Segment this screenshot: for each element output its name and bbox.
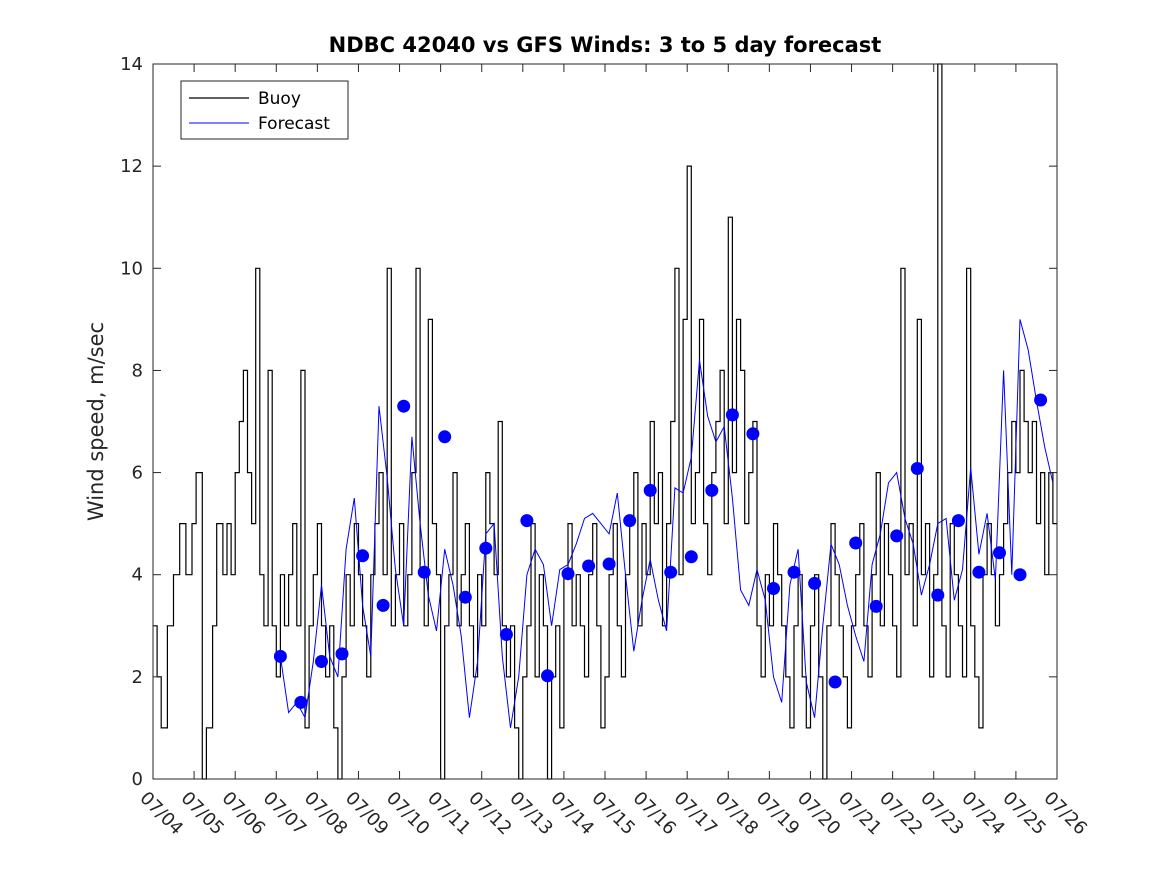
forecast-marker	[499, 628, 513, 641]
forecast-marker	[520, 514, 534, 528]
forecast-marker	[315, 655, 328, 668]
forecast-marker	[582, 559, 596, 573]
y-tick-label: 2	[132, 667, 143, 688]
forecast-line	[279, 319, 1054, 728]
y-tick-label: 4	[132, 565, 143, 586]
y-axis-label: Wind speed, m/sec	[84, 322, 108, 521]
forecast-marker	[1013, 568, 1027, 582]
forecast-marker	[643, 483, 657, 497]
plot-background	[153, 64, 1057, 779]
forecast-marker	[541, 669, 554, 683]
forecast-marker	[479, 541, 493, 555]
forecast-marker	[397, 399, 411, 413]
forecast-marker	[356, 549, 370, 563]
forecast-marker	[561, 567, 575, 581]
forecast-marker	[438, 430, 452, 444]
y-tick-label: 14	[120, 54, 143, 75]
forecast-marker	[828, 675, 842, 689]
legend-box	[180, 80, 349, 140]
forecast-marker	[767, 582, 780, 595]
forecast-marker	[335, 647, 349, 661]
chart-title: NDBC 42040 vs GFS Winds: 3 to 5 day fore…	[329, 33, 882, 57]
y-tick-label: 12	[120, 156, 143, 177]
forecast-marker	[1034, 393, 1048, 407]
forecast-marker	[890, 529, 904, 543]
forecast-marker	[725, 408, 739, 422]
y-tick-label: 8	[132, 360, 143, 381]
buoy-line	[153, 63, 1057, 780]
y-tick-label: 6	[132, 463, 143, 484]
forecast-marker	[951, 514, 965, 528]
forecast-marker	[972, 565, 986, 579]
forecast-marker	[684, 550, 698, 564]
forecast-marker	[746, 427, 760, 441]
forecast-marker	[417, 565, 431, 579]
legend-label-buoy: Buoy	[258, 89, 301, 109]
forecast-marker	[458, 590, 472, 604]
forecast-marker	[664, 565, 678, 579]
series-buoy	[153, 63, 1057, 780]
series-forecast	[279, 319, 1054, 728]
y-tick-label: 10	[120, 258, 143, 279]
forecast-marker	[787, 565, 801, 579]
forecast-marker	[623, 514, 637, 528]
forecast-marker	[294, 695, 308, 709]
plot-area	[153, 63, 1057, 780]
forecast-marker	[931, 588, 945, 602]
forecast-marker	[869, 599, 883, 613]
forecast-marker	[849, 536, 863, 550]
legend: Buoy Forecast	[180, 80, 349, 140]
forecast-marker	[273, 649, 287, 663]
forecast-marker	[705, 483, 719, 497]
y-tick-label: 0	[132, 769, 143, 790]
legend-label-forecast: Forecast	[258, 114, 330, 134]
forecast-marker	[910, 462, 924, 475]
forecast-marker	[602, 557, 616, 571]
forecast-marker	[808, 576, 822, 590]
series-markers	[273, 393, 1048, 709]
forecast-marker	[376, 598, 390, 612]
forecast-marker	[993, 546, 1006, 560]
